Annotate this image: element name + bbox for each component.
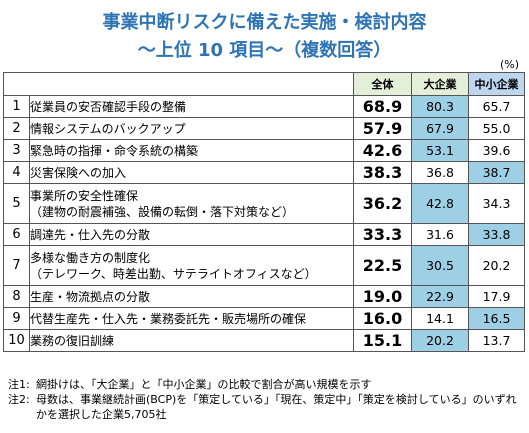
rank-number: 7 (3, 245, 30, 286)
item-label: 情報システムのバックアップ (29, 117, 354, 140)
chart-title: 事業中断リスクに備えた実施・検討内容 (102, 12, 427, 33)
footnote-label: 注2: (8, 393, 30, 406)
value-all: 38.3 (353, 161, 412, 184)
value-large: 14.1 (411, 307, 469, 330)
value-all: 19.0 (353, 285, 412, 308)
value-large: 42.8 (411, 183, 469, 224)
item-label-main: 代替生産先・仕入先・業務委託先・販売場所の確保 (30, 311, 307, 326)
item-label-main: 緊急時の指揮・命令系統の構築 (30, 143, 199, 158)
value-all: 68.9 (353, 95, 412, 118)
table-row: 5 事業所の安全性確保 （建物の耐震補強、設備の転倒・落下対策など） 36.2 42.8… (3, 183, 525, 224)
value-large: 80.3 (411, 95, 469, 118)
value-sme: 33.8 (468, 223, 525, 246)
ranking-table: 全体 大企業 中小企業 1 従業員の安否確認手段の整備 68.9 80.3 65.7 2 情… (3, 72, 525, 352)
rank-number: 10 (3, 329, 30, 352)
value-sme: 20.2 (468, 245, 525, 286)
value-sme: 13.7 (468, 329, 525, 352)
footnotes: 注1: 網掛けは、「大企業」と「中小企業」の比較で割合が高い規模を示す 注2: … (8, 377, 523, 422)
footnote-1: 注1: 網掛けは、「大企業」と「中小企業」の比較で割合が高い規模を示す (8, 377, 523, 392)
table-row: 2 情報システムのバックアップ 57.9 67.9 55.0 (3, 117, 525, 140)
unit-label: (%) (499, 58, 519, 71)
rank-number: 5 (3, 183, 30, 224)
value-sme: 39.6 (468, 139, 525, 162)
table-row: 1 従業員の安否確認手段の整備 68.9 80.3 65.7 (3, 95, 525, 118)
column-header-large: 大企業 (411, 72, 469, 96)
value-all: 36.2 (353, 183, 412, 224)
rank-number: 6 (3, 223, 30, 246)
item-label: 生産・物流拠点の分散 (29, 285, 354, 308)
item-label-main: 従業員の安否確認手段の整備 (30, 99, 187, 114)
rank-number: 3 (3, 139, 30, 162)
item-label-main: 多様な働き方の制度化 (30, 250, 151, 265)
item-label: 業務の復旧訓練 (29, 329, 354, 352)
item-label-main: 業務の復旧訓練 (30, 333, 115, 348)
value-sme: 34.3 (468, 183, 525, 224)
item-label-main: 生産・物流拠点の分散 (30, 289, 151, 304)
value-all: 16.0 (353, 307, 412, 330)
footnote-text: 網掛けは、「大企業」と「中小企業」の比較で割合が高い規模を示す (36, 378, 372, 391)
value-large: 36.8 (411, 161, 469, 184)
item-label: 緊急時の指揮・命令系統の構築 (29, 139, 354, 162)
table-row: 9 代替生産先・仕入先・業務委託先・販売場所の確保 16.0 14.1 16.5 (3, 307, 525, 330)
item-label-detail: （建物の耐震補強、設備の転倒・落下対策など） (30, 204, 295, 219)
item-label-main: 調達先・仕入先の分散 (30, 227, 151, 242)
value-sme: 16.5 (468, 307, 525, 330)
table-row: 6 調達先・仕入先の分散 33.3 31.6 33.8 (3, 223, 525, 246)
table-row: 7 多様な働き方の制度化 （テレワーク、時差出勤、サテライトオフィスなど） 22.5 3… (3, 245, 525, 286)
value-large: 31.6 (411, 223, 469, 246)
item-label: 災害保険への加入 (29, 161, 354, 184)
value-sme: 38.7 (468, 161, 525, 184)
item-label: 事業所の安全性確保 （建物の耐震補強、設備の転倒・落下対策など） (29, 183, 354, 224)
header-blank (3, 72, 354, 96)
table-row: 4 災害保険への加入 38.3 36.8 38.7 (3, 161, 525, 184)
table-row: 10 業務の復旧訓練 15.1 20.2 13.7 (3, 329, 525, 352)
value-large: 67.9 (411, 117, 469, 140)
value-all: 57.9 (353, 117, 412, 140)
table-row: 8 生産・物流拠点の分散 19.0 22.9 17.9 (3, 285, 525, 308)
header-row: 全体 大企業 中小企業 (3, 72, 525, 96)
item-label: 調達先・仕入先の分散 (29, 223, 354, 246)
rank-number: 4 (3, 161, 30, 184)
value-large: 30.5 (411, 245, 469, 286)
item-label-main: 事業所の安全性確保 (30, 188, 139, 203)
value-sme: 55.0 (468, 117, 525, 140)
value-large: 20.2 (411, 329, 469, 352)
value-all: 22.5 (353, 245, 412, 286)
value-all: 33.3 (353, 223, 412, 246)
value-all: 42.6 (353, 139, 412, 162)
rank-number: 8 (3, 285, 30, 308)
value-large: 22.9 (411, 285, 469, 308)
item-label: 多様な働き方の制度化 （テレワーク、時差出勤、サテライトオフィスなど） (29, 245, 354, 286)
item-label-detail: （テレワーク、時差出勤、サテライトオフィスなど） (30, 266, 317, 281)
rank-number: 1 (3, 95, 30, 118)
footnote-text: 母数は、事業継続計画(BCP)を「策定している」「現在、策定中」「策定を検討して… (36, 393, 517, 421)
value-sme: 17.9 (468, 285, 525, 308)
item-label: 代替生産先・仕入先・業務委託先・販売場所の確保 (29, 307, 354, 330)
item-label-main: 災害保険への加入 (30, 165, 127, 180)
item-label: 従業員の安否確認手段の整備 (29, 95, 354, 118)
column-header-all: 全体 (353, 72, 412, 96)
footnote-2: 注2: 母数は、事業継続計画(BCP)を「策定している」「現在、策定中」「策定を… (8, 392, 523, 422)
table-body: 1 従業員の安否確認手段の整備 68.9 80.3 65.7 2 情報システムのバックアップ… (3, 95, 525, 352)
value-sme: 65.7 (468, 95, 525, 118)
table-row: 3 緊急時の指揮・命令系統の構築 42.6 53.1 39.6 (3, 139, 525, 162)
value-all: 15.1 (353, 329, 412, 352)
rank-number: 9 (3, 307, 30, 330)
column-header-sme: 中小企業 (468, 72, 525, 96)
rank-number: 2 (3, 117, 30, 140)
value-large: 53.1 (411, 139, 469, 162)
chart-subtitle: ～上位 10 項目～（複数回答） (137, 40, 392, 61)
item-label-main: 情報システムのバックアップ (30, 121, 186, 136)
footnote-label: 注1: (8, 378, 30, 391)
